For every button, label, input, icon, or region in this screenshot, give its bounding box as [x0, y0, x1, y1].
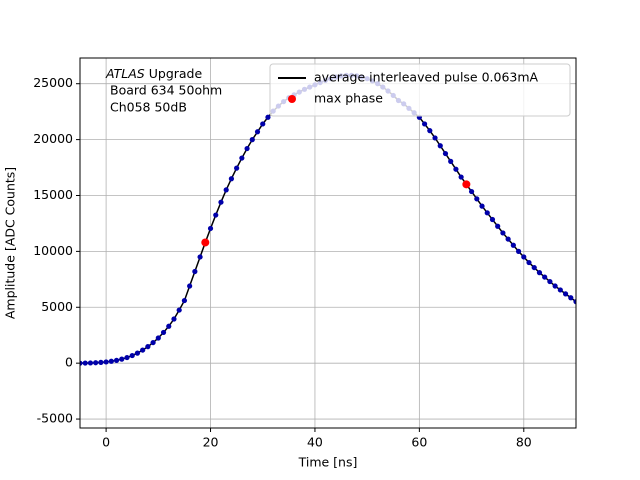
sample-dot — [197, 254, 203, 260]
sample-dot — [108, 358, 114, 364]
sample-dot — [98, 359, 104, 365]
sample-dot — [557, 287, 563, 293]
sample-dot — [526, 259, 532, 266]
sample-dot — [536, 270, 543, 276]
sample-dot — [124, 354, 130, 361]
annotation-italic: ATLAS — [105, 66, 145, 81]
sample-dot — [223, 187, 229, 193]
sample-dot — [453, 166, 459, 172]
sample-dot — [176, 307, 182, 313]
legend-swatch — [288, 95, 296, 103]
sample-dot — [213, 212, 219, 218]
sample-dot — [495, 223, 501, 229]
sample-dot — [531, 264, 537, 271]
y-axis-label: Amplitude [ADC Counts] — [3, 167, 18, 319]
max-phase-point — [201, 238, 210, 247]
y-tick-label: 10000 — [33, 243, 73, 258]
sample-dot — [129, 352, 135, 359]
x-tick-label: 0 — [102, 435, 110, 450]
sample-dot — [515, 248, 522, 254]
sample-dot — [187, 283, 193, 289]
sample-dot — [119, 356, 125, 362]
y-tick-label: 5000 — [41, 299, 73, 314]
x-tick-label: 20 — [203, 435, 219, 450]
sample-dot — [249, 137, 255, 143]
sample-dot — [260, 121, 266, 127]
sample-dot — [474, 196, 480, 202]
sample-dot — [254, 129, 261, 135]
sample-dot — [552, 283, 558, 289]
max-phase-point — [462, 180, 471, 189]
y-tick-label: -5000 — [37, 411, 73, 426]
sample-dot — [468, 188, 475, 195]
sample-dot — [427, 128, 433, 134]
sample-dot — [421, 121, 428, 127]
y-tick-label: 15000 — [33, 187, 73, 202]
sample-dot — [103, 359, 109, 365]
sample-dot — [244, 145, 250, 152]
y-tick-label: 20000 — [33, 131, 73, 146]
sample-dot — [140, 347, 146, 353]
x-tick-label: 40 — [307, 435, 323, 450]
sample-dot — [521, 254, 527, 260]
sample-dot — [166, 323, 172, 329]
sample-dot — [160, 329, 167, 336]
sample-dot — [500, 230, 506, 236]
sample-dot — [489, 216, 496, 223]
sample-dot — [542, 274, 548, 280]
legend-label: average interleaved pulse 0.063mA — [314, 70, 539, 85]
sample-dot — [171, 316, 177, 322]
sample-dot — [192, 268, 198, 275]
legend-label: max phase — [314, 91, 383, 106]
x-tick-label: 80 — [516, 435, 532, 450]
annotation-line: Ch058 50dB — [110, 100, 187, 115]
sample-dot — [155, 335, 161, 341]
sample-dot — [234, 165, 240, 171]
sample-dot — [150, 339, 156, 346]
sample-dot — [547, 278, 553, 285]
legend-box — [269, 63, 571, 117]
annotation: ATLAS Upgrade — [105, 66, 202, 81]
sample-dot — [80, 360, 83, 366]
sample-dot — [448, 158, 454, 164]
sample-dot — [207, 225, 214, 232]
sample-dot — [181, 297, 188, 304]
sample-dot — [228, 176, 235, 182]
sample-dot — [458, 174, 464, 180]
annotation-text: Upgrade — [149, 66, 203, 81]
sample-dot — [218, 199, 224, 205]
sample-dot — [573, 299, 576, 305]
sample-dot — [562, 291, 569, 297]
sample-dot — [87, 360, 94, 366]
sample-dot — [505, 236, 511, 242]
sample-dot — [239, 155, 245, 161]
plot-frame — [79, 57, 577, 429]
y-tick-label: 0 — [65, 355, 73, 370]
sample-dot — [134, 350, 141, 356]
sample-dot — [510, 242, 516, 248]
sample-dot — [568, 295, 574, 301]
y-tick-label: 25000 — [33, 75, 73, 90]
sample-dot — [265, 114, 271, 120]
sample-dot — [432, 135, 438, 141]
x-axis-label: Time [ns] — [298, 455, 358, 470]
sample-dot — [437, 143, 443, 149]
sample-dot — [442, 150, 449, 157]
sample-dot — [484, 210, 490, 216]
sample-dot — [93, 360, 99, 366]
sample-dot — [113, 357, 120, 363]
annotation-line: Board 634 50ohm — [110, 83, 222, 98]
sample-dot — [145, 344, 151, 350]
sample-dot — [479, 203, 485, 209]
x-tick-label: 60 — [411, 435, 427, 450]
sample-dot — [82, 360, 88, 366]
